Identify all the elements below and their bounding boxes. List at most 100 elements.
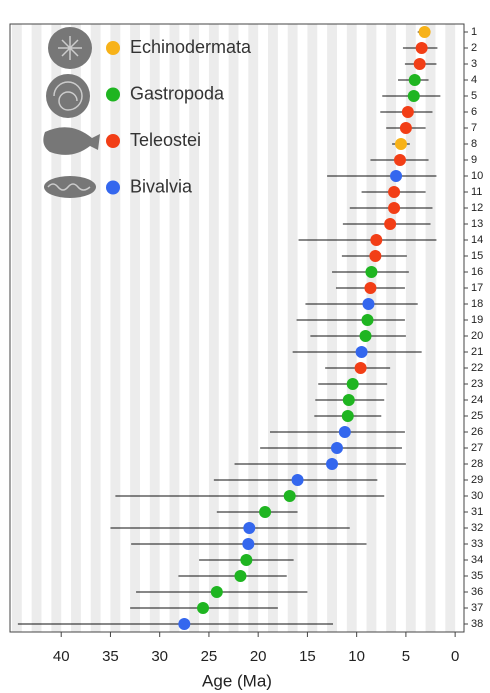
stripe	[32, 24, 42, 632]
stripe	[386, 24, 396, 632]
row-label: 34	[471, 554, 483, 566]
legend-label: Gastropoda	[130, 83, 225, 103]
row-label: 26	[471, 426, 483, 438]
row-label: 17	[471, 282, 483, 294]
stripe	[91, 24, 101, 632]
row-label: 20	[471, 330, 483, 342]
x-tick-label: 35	[102, 648, 119, 665]
stripe	[189, 24, 199, 632]
row-label: 14	[471, 234, 483, 246]
stripe	[307, 24, 317, 632]
dot	[369, 250, 381, 262]
row-label: 36	[471, 586, 483, 598]
row-label: 32	[471, 522, 483, 534]
stripe	[367, 24, 377, 632]
dot	[360, 330, 372, 342]
stripe	[268, 24, 278, 632]
dot	[419, 26, 431, 38]
legend-swatch	[106, 134, 120, 148]
stripe	[445, 24, 455, 632]
row-label: 7	[471, 122, 477, 134]
dot	[284, 490, 296, 502]
legend-swatch	[106, 41, 120, 55]
row-label: 6	[471, 106, 477, 118]
row-label: 5	[471, 90, 477, 102]
x-tick-label: 20	[250, 648, 267, 665]
dot	[388, 202, 400, 214]
dot	[390, 170, 402, 182]
dot	[259, 506, 271, 518]
row-label: 28	[471, 458, 483, 470]
row-label: 30	[471, 490, 483, 502]
row-label: 37	[471, 602, 483, 614]
dot	[388, 186, 400, 198]
row-label: 9	[471, 154, 477, 166]
stripe	[12, 24, 22, 632]
row-label: 1	[471, 26, 477, 38]
row-label: 3	[471, 58, 477, 70]
dot	[197, 602, 209, 614]
x-tick-label: 5	[402, 648, 410, 665]
row-label: 19	[471, 314, 483, 326]
row-label: 27	[471, 442, 483, 454]
row-label: 10	[471, 170, 483, 182]
stripe	[130, 24, 140, 632]
dot	[409, 74, 421, 86]
dot	[331, 442, 343, 454]
row-label: 18	[471, 298, 483, 310]
dot	[362, 298, 374, 310]
row-label: 12	[471, 202, 483, 214]
dot	[384, 218, 396, 230]
legend-label: Echinodermata	[130, 37, 252, 57]
dot	[402, 106, 414, 118]
row-label: 24	[471, 394, 483, 406]
stripe	[170, 24, 180, 632]
row-label: 23	[471, 378, 483, 390]
dot	[243, 522, 255, 534]
stripe	[288, 24, 298, 632]
legend-swatch	[106, 181, 120, 195]
dot	[364, 282, 376, 294]
row-label: 38	[471, 618, 483, 630]
row-label: 15	[471, 250, 483, 262]
dot	[347, 378, 359, 390]
dot	[416, 42, 428, 54]
legend-swatch	[106, 88, 120, 102]
dot	[414, 58, 426, 70]
dot	[240, 554, 252, 566]
stripe	[209, 24, 219, 632]
row-label: 31	[471, 506, 483, 518]
dot	[356, 346, 368, 358]
dot	[292, 474, 304, 486]
stripe	[426, 24, 436, 632]
dot	[370, 234, 382, 246]
row-label: 22	[471, 362, 483, 374]
row-label: 33	[471, 538, 483, 550]
x-tick-label: 40	[53, 648, 70, 665]
dot	[326, 458, 338, 470]
dot	[242, 538, 254, 550]
row-label: 35	[471, 570, 483, 582]
dot	[342, 410, 354, 422]
stripe	[327, 24, 337, 632]
x-axis-label: Age (Ma)	[202, 671, 272, 690]
dot	[365, 266, 377, 278]
dot	[343, 394, 355, 406]
dot	[339, 426, 351, 438]
dot	[234, 570, 246, 582]
stripe	[347, 24, 357, 632]
row-label: 4	[471, 74, 477, 86]
x-tick-label: 15	[299, 648, 316, 665]
x-tick-label: 10	[348, 648, 365, 665]
dot	[394, 154, 406, 166]
row-label: 16	[471, 266, 483, 278]
dot	[395, 138, 407, 150]
stripe	[229, 24, 239, 632]
legend-label: Teleostei	[130, 130, 201, 150]
row-label: 21	[471, 346, 483, 358]
row-label: 13	[471, 218, 483, 230]
dot	[408, 90, 420, 102]
row-label: 2	[471, 42, 477, 54]
dot	[400, 122, 412, 134]
